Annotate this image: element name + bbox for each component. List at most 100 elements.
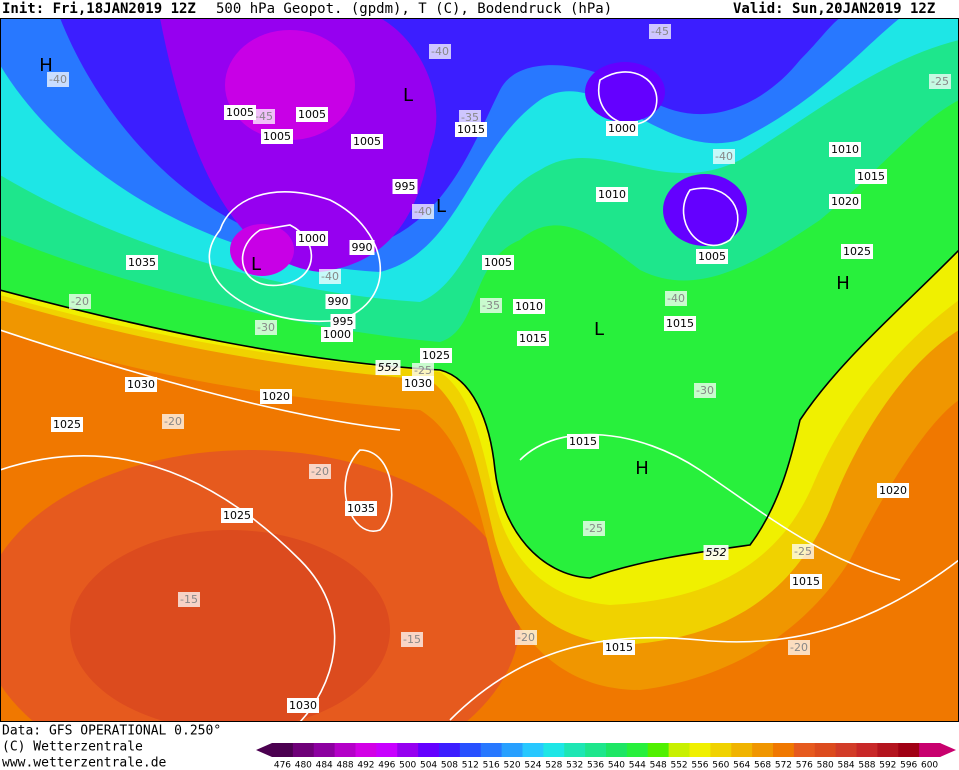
isobar-label: 1000 <box>606 121 638 136</box>
field-magenta <box>225 30 355 140</box>
init-time: Init: Fri,18JAN2019 12Z <box>2 1 196 17</box>
colorbar-label: 508 <box>441 761 458 770</box>
isobar-label: 990 <box>349 240 375 255</box>
temperature-label: -25 <box>792 544 814 559</box>
temperature-label: -40 <box>665 291 687 306</box>
temperature-label-text: -45 <box>255 110 273 123</box>
colorbar-label: 544 <box>629 761 646 770</box>
isobar-label-box <box>287 698 319 713</box>
isobar-label: 1025 <box>841 244 873 259</box>
colorbar-swatch <box>835 743 857 757</box>
isobar-label: 1020 <box>829 194 861 209</box>
temperature-label-box <box>47 72 69 87</box>
pressure-center: L <box>594 319 604 340</box>
isobar-label-text: 1020 <box>262 390 290 403</box>
temperature-label-text: -20 <box>311 465 329 478</box>
temperature-label: -40 <box>713 149 735 164</box>
isobar-line <box>597 71 658 126</box>
isobar-label: 1030 <box>125 377 157 392</box>
isobar-label-text: 1000 <box>323 328 351 341</box>
isobar-line <box>344 449 393 532</box>
isobar-label: 1015 <box>567 434 599 449</box>
isobar-label-text: 995 <box>395 180 416 193</box>
colorbar-label: 492 <box>357 761 374 770</box>
isobar-label-box <box>517 331 549 346</box>
temperature-label-text: -35 <box>461 111 479 124</box>
isobar-label-text: 1025 <box>223 509 251 522</box>
temperature-label-box <box>649 24 671 39</box>
temperature-label: -40 <box>412 204 434 219</box>
colorbar-label: 512 <box>462 761 479 770</box>
colorbar-label: 548 <box>650 761 667 770</box>
temperature-label-box <box>401 632 423 647</box>
temperature-label-box <box>788 640 810 655</box>
isobar-label-text: 1030 <box>289 699 317 712</box>
colorbar-swatch <box>313 743 336 757</box>
temperature-label-text: -25 <box>931 75 949 88</box>
temperature-label-text: -40 <box>431 45 449 58</box>
isobar-label-box <box>482 255 514 270</box>
colorbar-swatch <box>355 743 377 757</box>
temperature-label-box <box>162 414 184 429</box>
pressure-center: H <box>836 273 850 294</box>
isobar-label-text: 1010 <box>515 300 543 313</box>
colorbar-label: 536 <box>587 761 604 770</box>
temperature-label-text: -25 <box>794 545 812 558</box>
temperature-label: -25 <box>412 363 434 378</box>
isobar-label: 1005 <box>224 105 256 120</box>
isobar-label: 1030 <box>402 376 434 391</box>
isobar-label: 1015 <box>603 640 635 655</box>
isobar-label-text: 1035 <box>347 502 375 515</box>
colorbar-swatch <box>773 743 795 757</box>
colorbar-label: 484 <box>316 761 333 770</box>
isobar-label-box <box>349 240 375 255</box>
temperature-label-box <box>69 294 91 309</box>
isobar-label-box <box>345 501 377 516</box>
copyright: (C) Wetterzentrale <box>2 740 143 755</box>
temperature-label: -30 <box>694 383 716 398</box>
isobar-line <box>449 559 959 721</box>
temperature-label-box <box>253 109 275 124</box>
temperature-label: -15 <box>178 592 200 607</box>
temperature-label-box <box>694 383 716 398</box>
isobar-label-text: 1015 <box>792 575 820 588</box>
colorbar-swatch <box>668 743 690 757</box>
isobar-label-box <box>261 129 293 144</box>
isobar-label-text: 1025 <box>53 418 81 431</box>
colorbar-swatch <box>334 743 356 757</box>
isobar-label: 1005 <box>261 129 293 144</box>
temperature-label: -35 <box>459 110 481 125</box>
temperature-label-text: -20 <box>517 631 535 644</box>
isobar-label-text: 1025 <box>843 245 871 258</box>
temperature-label-box <box>255 320 277 335</box>
temperature-label: -45 <box>649 24 671 39</box>
field-magenta <box>230 224 294 276</box>
temperature-label-text: -45 <box>651 25 669 38</box>
isobar-label-text: 1035 <box>128 256 156 269</box>
colorbar: 476 480 484 488 492 496 500 504 508 512 516 520 524 5… <box>256 743 956 770</box>
temperature-label-text: -25 <box>414 364 432 377</box>
isobar-label: 1015 <box>517 331 549 346</box>
geopotential-label-text: 552 <box>706 546 727 559</box>
isobar-label: 1025 <box>221 508 253 523</box>
isobar-label-text: 1030 <box>127 378 155 391</box>
isobar-label-text: 1010 <box>598 188 626 201</box>
colorbar-label: 584 <box>837 761 854 770</box>
isobar-label-box <box>351 134 383 149</box>
isobar-label-text: 1025 <box>422 349 450 362</box>
temperature-label: -20 <box>788 640 810 655</box>
isobar-label-box <box>420 348 452 363</box>
colorbar-label: 496 <box>378 761 395 770</box>
isobar-label: 1030 <box>287 698 319 713</box>
isobar-label-box <box>296 107 328 122</box>
field-red-orange <box>70 530 390 722</box>
temperature-label-box <box>429 44 451 59</box>
colorbar-swatch <box>376 743 398 757</box>
temperature-label-text: -40 <box>49 73 67 86</box>
map-title: 500 hPa Geopot. (gpdm), T (C), Bodendruc… <box>216 1 612 17</box>
isobar-label-text: 1005 <box>226 106 254 119</box>
isobar-label-box <box>596 187 628 202</box>
temperature-label-text: -20 <box>164 415 182 428</box>
